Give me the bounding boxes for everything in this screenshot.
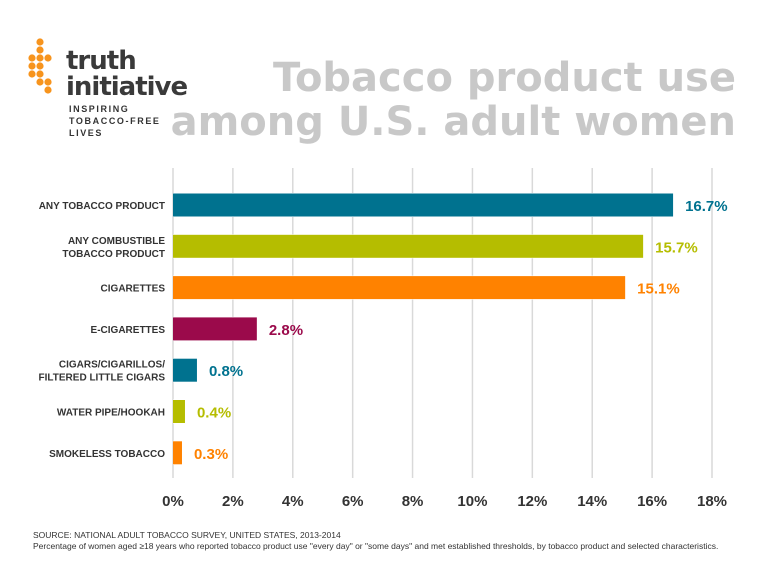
x-tick-label: 2% — [222, 493, 244, 510]
logo-dot — [36, 70, 44, 78]
category-label: CIGARS/CIGARILLOS/ — [59, 360, 165, 371]
category-label: ANY TOBACCO PRODUCT — [39, 201, 165, 212]
tagline-2: TOBACCO-FREE — [69, 116, 161, 126]
bar — [173, 441, 182, 465]
logo-dot — [36, 62, 44, 70]
bar — [173, 276, 626, 300]
source-note: SOURCE: NATIONAL ADULT TOBACCO SURVEY, U… — [33, 530, 341, 540]
category-label: SMOKELESS TOBACCO — [49, 449, 165, 460]
category-label: WATER PIPE/HOOKAH — [57, 408, 165, 419]
title-line1: Tobacco product use — [272, 55, 736, 101]
x-tick-label: 18% — [697, 493, 727, 510]
data-label: 16.7% — [685, 198, 728, 215]
logo-mark — [28, 38, 52, 94]
bar — [173, 358, 197, 382]
logo-dot — [28, 54, 36, 62]
tagline-3: LIVES — [69, 128, 104, 138]
x-tick-label: 6% — [342, 493, 364, 510]
data-label: 2.8% — [269, 322, 303, 339]
x-tick-label: 12% — [517, 493, 547, 510]
data-label: 0.4% — [197, 405, 231, 422]
footnote: Percentage of women aged ≥18 years who r… — [33, 541, 719, 551]
data-label: 0.3% — [194, 446, 228, 463]
x-tick-label: 0% — [162, 493, 184, 510]
category-label: FILTERED LITTLE CIGARS — [39, 373, 166, 384]
logo-dot — [36, 78, 44, 86]
category-label: TOBACCO PRODUCT — [62, 249, 165, 260]
category-label: E-CIGARETTES — [91, 325, 166, 336]
data-label: 0.8% — [209, 363, 243, 380]
bar — [173, 193, 674, 217]
logo-dot — [36, 46, 44, 54]
x-tick-label: 10% — [457, 493, 487, 510]
logo-dot — [28, 70, 36, 78]
logo-dot — [28, 62, 36, 70]
logo-dot — [44, 86, 52, 94]
data-label: 15.1% — [637, 281, 680, 298]
category-label: CIGARETTES — [101, 284, 166, 295]
x-tick-label: 4% — [282, 493, 304, 510]
data-label: 15.7% — [655, 239, 698, 256]
tagline-1: INSPIRING — [69, 104, 130, 114]
bar — [173, 234, 644, 258]
x-tick-label: 14% — [577, 493, 607, 510]
logo-dot — [36, 54, 44, 62]
logo-dot — [44, 54, 52, 62]
category-label: ANY COMBUSTIBLE — [68, 236, 165, 247]
logo-line2: initiative — [66, 72, 188, 102]
logo-line1: truth — [66, 46, 137, 76]
x-tick-label: 8% — [402, 493, 424, 510]
bar — [173, 317, 257, 341]
x-tick-label: 16% — [637, 493, 667, 510]
logo-dot — [36, 38, 44, 46]
logo-dot — [44, 78, 52, 86]
title-line2: among U.S. adult women — [170, 99, 736, 145]
bar — [173, 400, 185, 423]
